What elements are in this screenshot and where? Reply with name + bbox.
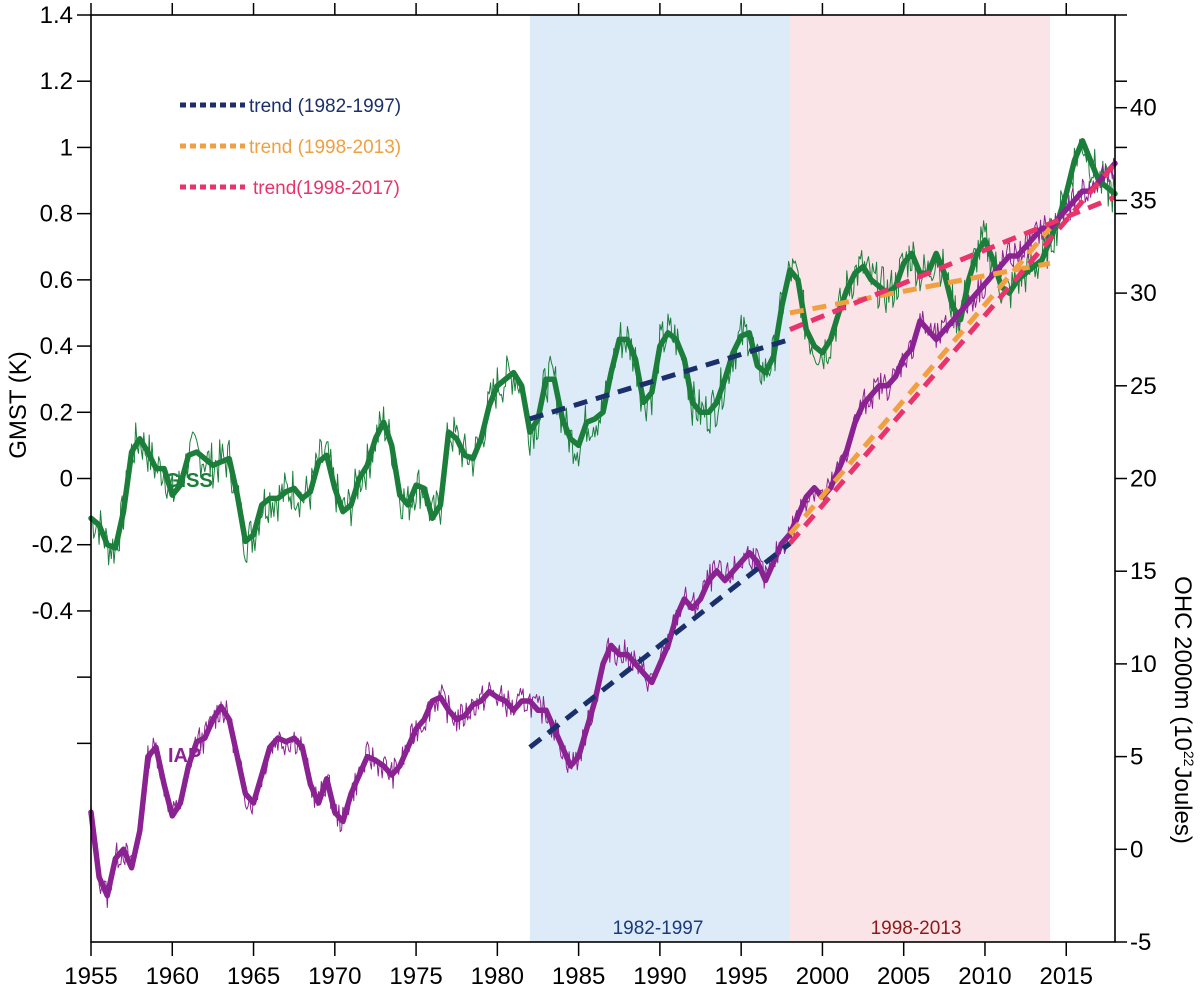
y-left-tick-label: 0.2 <box>40 399 73 426</box>
y-left-tick-label: 0.4 <box>40 333 73 360</box>
shaded-period-1998-2013 <box>790 15 1050 942</box>
legend: trend (1982-1997) trend (1998-2013) tren… <box>180 96 401 199</box>
x-tick-label: 1960 <box>146 963 199 990</box>
y-axis-right-title-main: OHC 2000m (10 <box>1169 576 1196 751</box>
y-left-tick-label: -0.4 <box>32 598 73 625</box>
y-axis-right-title-end: Joules) <box>1169 766 1196 843</box>
y-right-tick-label: 15 <box>1130 558 1157 585</box>
y-left-tick-label: -0.2 <box>32 532 73 559</box>
x-tick-label: 1955 <box>64 963 117 990</box>
chart-figure: 1955 1960 1965 1970 1975 1980 1985 1990 1995 2000… <box>0 0 1200 1003</box>
y-left-tick-label: 1.4 <box>40 2 73 29</box>
y-right-tick-label: 10 <box>1130 651 1157 678</box>
x-tick-label: 1990 <box>633 963 686 990</box>
legend-label-trend-1998-2017: trend(1998-2017) <box>253 178 400 199</box>
shaded-period-1982-1997 <box>530 15 790 942</box>
y-right-tick-label: 20 <box>1130 466 1157 493</box>
y-right-tick-label: -5 <box>1130 929 1151 956</box>
x-tick-label: 1965 <box>227 963 280 990</box>
y-left-tick-label: 0.8 <box>40 201 73 228</box>
y-axis-left-title: GMST (K) <box>5 351 32 459</box>
legend-label-trend-1998-2013: trend (1998-2013) <box>249 137 401 158</box>
x-tick-label: 1970 <box>308 963 361 990</box>
x-tick-label: 1985 <box>552 963 605 990</box>
y-left-tick-label: 0.6 <box>40 267 73 294</box>
period-label-1982-1997: 1982-1997 <box>613 918 704 939</box>
y-axis-right-title: OHC 2000m (1022Joules) <box>1169 576 1197 844</box>
series-label-iap: IAP <box>168 745 201 767</box>
y-right-tick-label: 40 <box>1130 95 1157 122</box>
x-tick-label: 1975 <box>389 963 442 990</box>
x-tick-label: 2010 <box>958 963 1011 990</box>
x-tick-label: 2005 <box>877 963 930 990</box>
x-tick-label: 2015 <box>1040 963 1093 990</box>
legend-label-trend-1982-1997: trend (1982-1997) <box>249 96 401 117</box>
series-label-giss: GISS <box>165 470 213 492</box>
y-left-tick-label: 0 <box>60 466 73 493</box>
y-left-tick-label: 1 <box>60 134 73 161</box>
y-right-tick-label: 25 <box>1130 373 1157 400</box>
x-tick-label: 1995 <box>714 963 767 990</box>
shaded-periods <box>530 15 1050 942</box>
y-right-tick-label: 0 <box>1130 836 1143 863</box>
x-tick-label: 1980 <box>471 963 524 990</box>
y-axis-right-title-superscript: 22 <box>1181 751 1197 767</box>
period-label-1998-2013: 1998-2013 <box>871 918 962 939</box>
y-right-tick-label: 35 <box>1130 187 1157 214</box>
x-tick-label: 2000 <box>796 963 849 990</box>
y-right-tick-label: 5 <box>1130 744 1143 771</box>
y-left-tick-label: 1.2 <box>40 68 73 95</box>
y-right-tick-label: 30 <box>1130 280 1157 307</box>
